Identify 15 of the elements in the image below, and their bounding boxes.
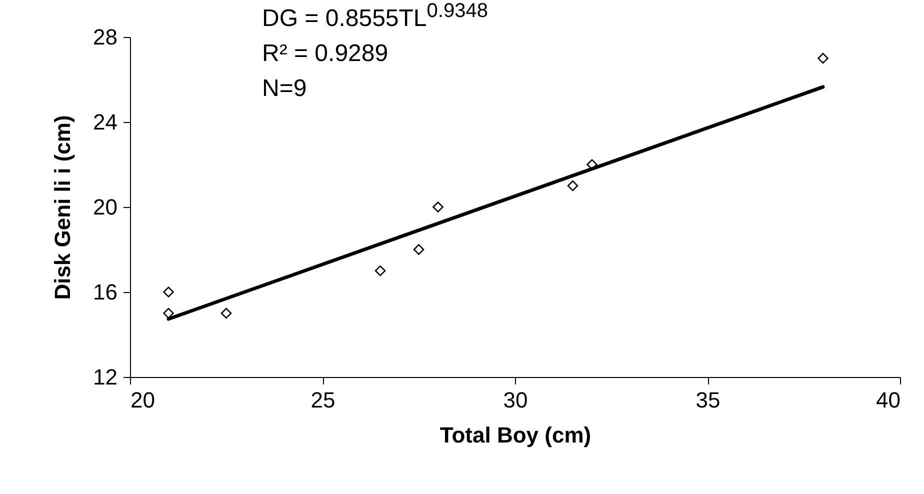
y-tick-label: 28 [93, 24, 118, 50]
y-tick-label: 12 [93, 364, 118, 390]
y-tick-label: 24 [93, 110, 118, 134]
y-tick-label: 16 [93, 280, 118, 304]
x-tick-label: 40 [876, 388, 900, 412]
x-tick-label: 20 [130, 388, 155, 412]
y-tick-label: 20 [93, 194, 118, 220]
x-axis-title: Total Boy (cm) [440, 422, 592, 448]
annotation: R² = 0.9289 [262, 39, 390, 69]
x-tick-label: 35 [696, 388, 720, 412]
y-axis-title: Disk Geni li i (cm) [50, 115, 76, 300]
x-tick-label: 25 [310, 388, 336, 412]
x-tick-label: 30 [503, 388, 528, 412]
annotation: N=9 [262, 74, 308, 104]
text: DG = 0.8555TL$^{0.9348}$ [262, 0, 488, 34]
